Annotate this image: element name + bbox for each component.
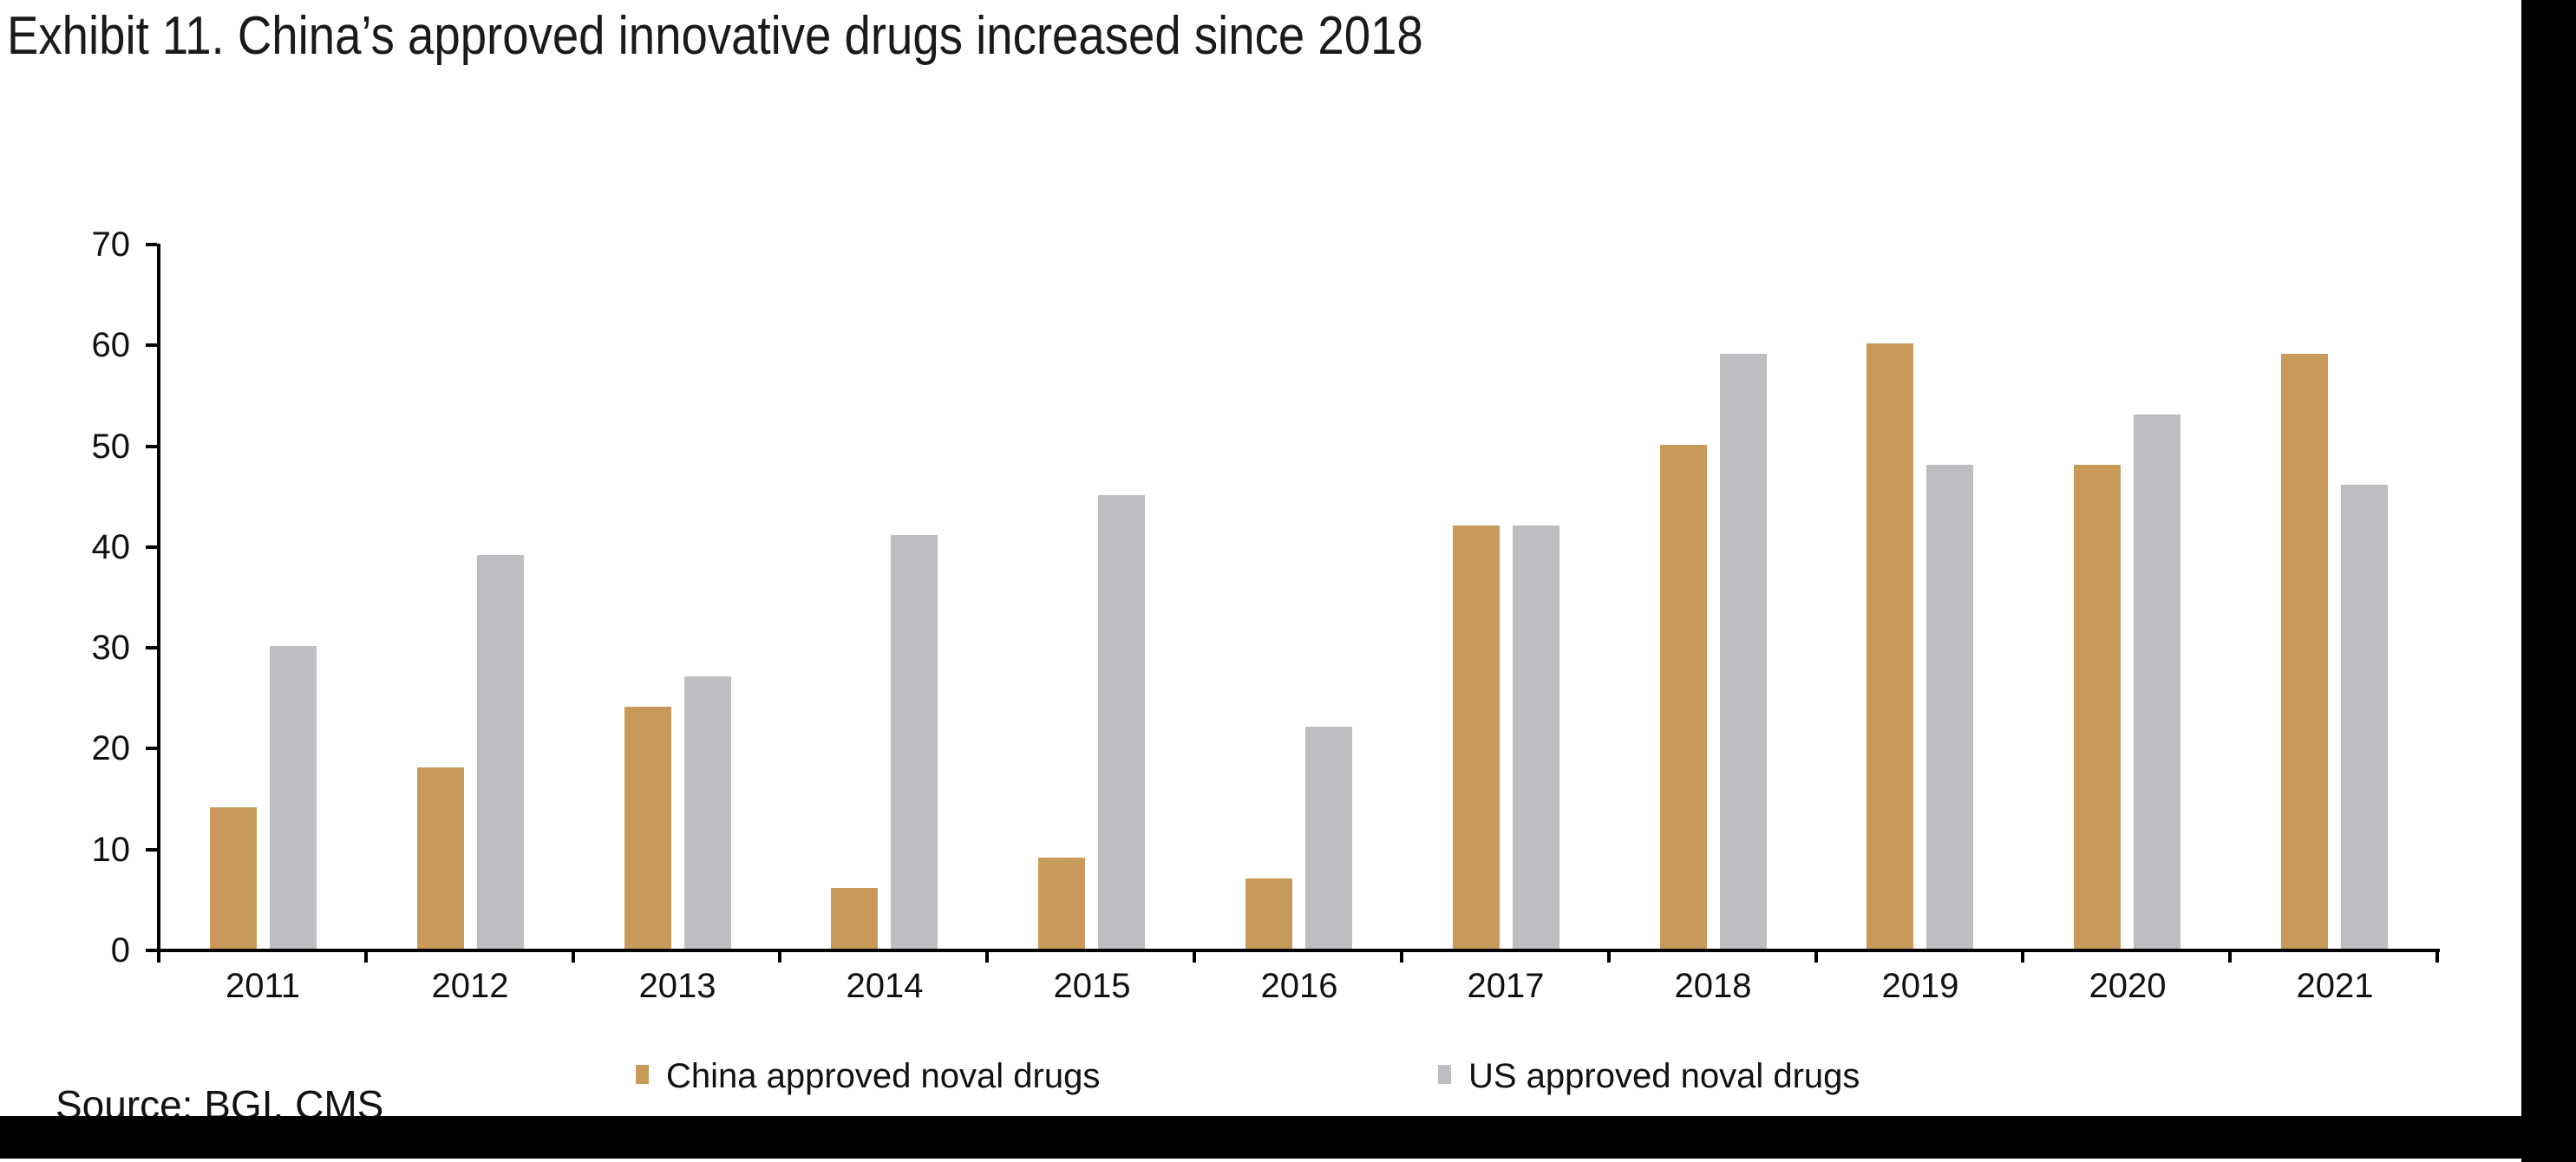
x-category-label: 2019: [1881, 967, 1959, 1005]
bar-china: [210, 807, 257, 949]
y-tick-label: 30: [91, 629, 131, 667]
y-tick: [146, 243, 157, 246]
y-axis-line: [157, 244, 160, 952]
x-category-label: 2014: [846, 967, 924, 1005]
bar-us: [1098, 495, 1145, 949]
bar-china: [831, 888, 878, 949]
bar-us: [477, 555, 524, 949]
y-tick-label: 0: [110, 931, 130, 969]
x-tick: [1607, 949, 1611, 963]
x-tick: [1193, 949, 1196, 963]
x-tick: [2435, 949, 2439, 963]
x-category-label: 2018: [1674, 967, 1752, 1005]
x-category-label: 2011: [225, 967, 300, 1005]
right-black-bar: [2521, 0, 2576, 1162]
y-tick-label: 10: [91, 831, 131, 869]
y-tick-label: 40: [91, 528, 131, 566]
y-tick: [146, 343, 157, 347]
bar-china: [1038, 858, 1085, 949]
legend-label-china: China approved noval drugs: [666, 1057, 1101, 1095]
bar-us: [2341, 485, 2388, 949]
x-tick: [778, 949, 781, 963]
bar-china: [417, 767, 464, 949]
y-tick: [146, 747, 157, 750]
x-category-label: 2020: [2089, 967, 2167, 1005]
x-tick: [985, 949, 989, 963]
bar-china: [1660, 445, 1707, 949]
legend-label-us: US approved noval drugs: [1468, 1057, 1860, 1095]
y-tick-label: 70: [91, 225, 131, 264]
y-tick-label: 50: [91, 428, 131, 466]
bar-us: [1305, 727, 1352, 949]
x-category-label: 2015: [1053, 967, 1131, 1005]
bar-us: [2134, 415, 2180, 949]
x-tick: [2228, 949, 2232, 963]
x-tick: [572, 949, 575, 963]
bar-china: [2281, 354, 2328, 949]
x-axis-line: [157, 949, 2440, 952]
legend-marker-china: [636, 1065, 649, 1084]
x-category-label: 2012: [431, 967, 509, 1005]
bar-us: [891, 535, 938, 949]
y-tick-label: 20: [91, 729, 131, 767]
legend-marker-us: [1438, 1065, 1451, 1084]
y-tick: [146, 646, 157, 650]
bar-china: [624, 707, 671, 949]
y-tick: [146, 445, 157, 448]
x-category-label: 2013: [638, 967, 716, 1005]
x-tick: [1814, 949, 1818, 963]
bar-us: [1926, 465, 1973, 949]
bar-china: [1867, 343, 1913, 949]
y-tick: [146, 545, 157, 549]
x-category-label: 2021: [2296, 967, 2374, 1005]
bar-us: [270, 646, 317, 949]
y-tick: [146, 848, 157, 852]
bar-china: [2074, 465, 2121, 949]
chart-title: Exhibit 11. China’s approved innovative …: [7, 6, 1423, 66]
y-tick-label: 60: [91, 326, 131, 364]
x-tick: [1400, 949, 1403, 963]
x-category-label: 2017: [1467, 967, 1545, 1005]
x-tick: [2021, 949, 2024, 963]
x-tick: [364, 949, 368, 963]
x-tick: [157, 949, 160, 963]
bottom-black-bar: [0, 1116, 2576, 1159]
bar-us: [1513, 526, 1559, 949]
x-category-label: 2016: [1260, 967, 1338, 1005]
bar-us: [1720, 354, 1767, 949]
bar-china: [1453, 526, 1500, 949]
y-tick: [146, 949, 157, 952]
bar-china: [1246, 878, 1292, 949]
bar-us: [684, 676, 731, 949]
